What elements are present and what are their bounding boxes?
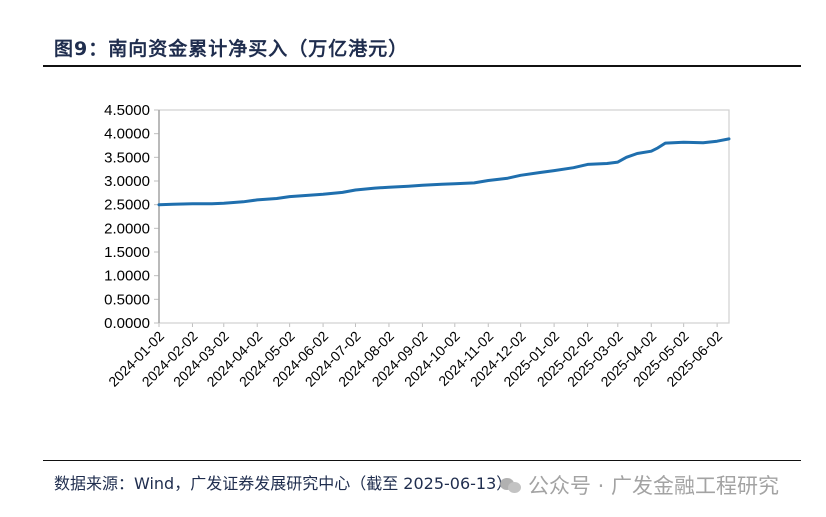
plot-frame (158, 109, 730, 324)
wechat-icon (500, 476, 522, 494)
source-note: 数据来源：Wind，广发证券发展研究中心（截至 2025-06-13） (54, 474, 513, 493)
y-tick-label: 0.0000 (104, 315, 150, 332)
y-tick-label: 4.0000 (104, 126, 150, 143)
figure-title: 图9：南向资金累计净买入（万亿港元） (54, 38, 409, 60)
y-tick-label: 2.5000 (104, 197, 150, 214)
y-tick-label: 1.0000 (104, 268, 150, 285)
y-tick-label: 0.5000 (104, 291, 150, 308)
y-tick-label: 2.0000 (104, 220, 150, 237)
y-tick-label: 3.5000 (104, 149, 150, 166)
y-tick-label: 4.5000 (104, 102, 150, 119)
y-axis: 0.0000 0.5000 1.0000 1.5000 2.0000 2.5000 3.00… (104, 102, 159, 332)
watermark-text: 公众号 · 广发金融工程研究 (528, 474, 780, 498)
footer-divider (43, 460, 801, 461)
x-axis: 2024-01-022024-02-022024-03-022024-04-02… (105, 323, 725, 390)
line-chart: 0.0000 0.5000 1.0000 1.5000 2.0000 2.5000 3.00… (104, 102, 731, 390)
y-tick-label: 1.5000 (104, 244, 150, 261)
y-tick-label: 3.0000 (104, 173, 150, 190)
watermark: 公众号 · 广发金融工程研究 (500, 470, 779, 500)
chart-svg: 0.0000 0.5000 1.0000 1.5000 2.0000 2.5000 3.00… (104, 102, 731, 390)
title-divider (43, 65, 801, 67)
series-line-southbound (157, 137, 731, 207)
